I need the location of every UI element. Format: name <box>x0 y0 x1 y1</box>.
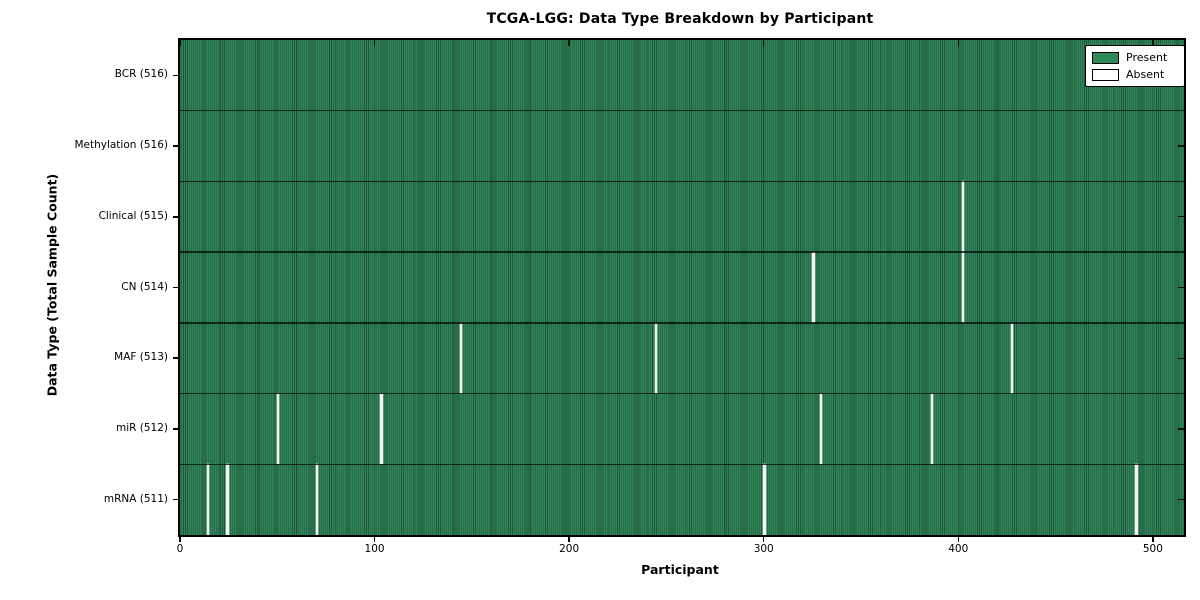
x-tick-mark-top <box>763 40 765 46</box>
legend-entry-present: Present <box>1092 51 1176 64</box>
legend-swatch-absent <box>1092 68 1119 81</box>
y-tick-label: Clinical (515) <box>98 209 168 222</box>
y-tick-mark-left <box>173 357 179 359</box>
legend-swatch-present <box>1092 51 1119 64</box>
row-divider <box>180 463 1184 466</box>
present-fill <box>180 322 1184 394</box>
y-tick-mark-left <box>173 286 179 289</box>
row-divider <box>180 180 1184 183</box>
y-tick-mark-right <box>1178 428 1184 430</box>
absent-marker <box>812 252 815 323</box>
x-tick-mark-bottom <box>179 537 181 542</box>
absent-marker <box>315 464 319 535</box>
y-tick-mark-right <box>1178 145 1184 147</box>
heatmap-row-cn <box>180 252 1184 323</box>
x-tick-label: 100 <box>364 543 385 555</box>
x-tick-mark-bottom <box>568 537 570 542</box>
absent-marker <box>380 393 383 465</box>
y-tick-label: Methylation (516) <box>74 139 168 152</box>
absent-marker <box>930 393 934 465</box>
x-tick-mark-bottom <box>1152 537 1154 542</box>
x-tick-label: 300 <box>753 543 774 555</box>
y-tick-label: CN (514) <box>121 280 168 293</box>
x-tick-mark-top <box>1152 40 1154 46</box>
present-fill <box>180 181 1184 253</box>
x-tick-label: 200 <box>559 543 580 555</box>
y-tick-mark-right <box>1178 498 1184 501</box>
x-axis-label: Participant <box>641 562 719 577</box>
present-fill <box>180 110 1184 182</box>
y-tick-mark-left <box>173 216 179 218</box>
x-tick-mark-top <box>957 40 959 46</box>
legend: Present Absent <box>1085 45 1185 87</box>
x-tick-label: 500 <box>1142 543 1163 555</box>
heatmap-row-clinical <box>180 181 1184 253</box>
absent-marker <box>961 252 965 323</box>
present-fill <box>180 40 1184 111</box>
absent-marker <box>277 393 280 465</box>
chart-title: TCGA-LGG: Data Type Breakdown by Partici… <box>486 11 874 27</box>
y-tick-label: BCR (516) <box>114 68 168 81</box>
heatmap-row-mir <box>180 393 1184 465</box>
y-tick-mark-left <box>173 74 179 77</box>
x-tick-mark-top <box>373 40 376 46</box>
legend-entry-absent: Absent <box>1092 68 1176 81</box>
y-tick-mark-left <box>173 428 179 430</box>
row-divider <box>180 392 1184 395</box>
y-tick-mark-left <box>173 145 179 147</box>
y-tick-mark-left <box>173 498 179 501</box>
plot-area <box>178 38 1186 537</box>
present-fill <box>180 464 1184 535</box>
absent-marker <box>226 464 229 535</box>
x-tick-mark-top <box>180 40 181 46</box>
absent-marker <box>961 181 965 253</box>
legend-label-absent: Absent <box>1126 68 1165 81</box>
y-tick-label: MAF (513) <box>114 351 168 364</box>
x-tick-mark-bottom <box>373 537 376 542</box>
present-fill <box>180 252 1184 323</box>
x-tick-label: 0 <box>176 543 184 555</box>
absent-marker <box>654 322 657 394</box>
legend-label-present: Present <box>1126 51 1168 64</box>
y-tick-label: mRNA (511) <box>103 492 168 505</box>
absent-marker <box>1135 464 1138 535</box>
absent-marker <box>207 464 210 535</box>
absent-marker <box>763 464 766 535</box>
x-tick-mark-top <box>568 40 570 46</box>
row-divider <box>180 322 1184 324</box>
y-tick-mark-right <box>1178 216 1184 218</box>
heatmap-row-bcr <box>180 40 1184 111</box>
absent-marker <box>1010 322 1013 394</box>
x-tick-mark-bottom <box>957 537 959 542</box>
heatmap-row-mrna <box>180 464 1184 535</box>
x-tick-mark-bottom <box>763 537 765 542</box>
present-fill <box>180 393 1184 465</box>
x-tick-label: 400 <box>948 543 969 555</box>
y-tick-label: miR (512) <box>115 421 168 434</box>
row-divider <box>180 109 1184 112</box>
row-divider <box>180 251 1184 253</box>
y-tick-mark-right <box>1178 286 1184 289</box>
absent-marker <box>459 322 463 394</box>
heatmap-row-maf <box>180 322 1184 394</box>
absent-marker <box>819 393 823 465</box>
y-tick-mark-right <box>1178 357 1184 359</box>
heatmap-row-methylation <box>180 110 1184 182</box>
